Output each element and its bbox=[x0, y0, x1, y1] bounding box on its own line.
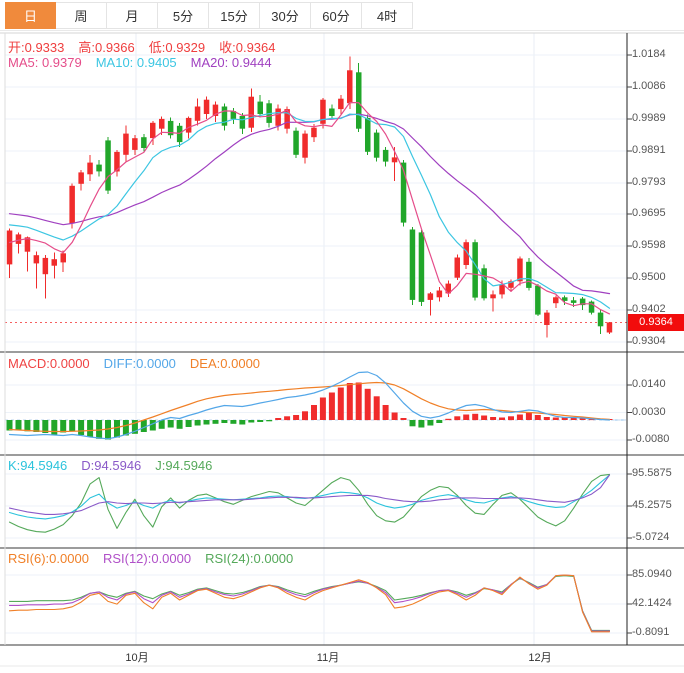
main-axis-tick-label: 0.9402 bbox=[632, 303, 666, 315]
xaxis-month-label: 11月 bbox=[316, 652, 340, 664]
tab-5分[interactable]: 5分 bbox=[158, 2, 209, 29]
tab-周[interactable]: 周 bbox=[56, 2, 107, 29]
kdj-readout-item: J:94.5946 bbox=[155, 458, 213, 473]
xaxis-month-label: 10月 bbox=[125, 652, 149, 664]
kdj-readout-item: K:94.5946 bbox=[8, 458, 68, 473]
ohlc-readout: 开:0.9333 高:0.9366 低:0.9329 收:0.9364 bbox=[8, 37, 290, 56]
tab-日[interactable]: 日 bbox=[5, 2, 56, 29]
kdj-axis-tick-label: -5.0724 bbox=[632, 531, 670, 543]
tab-4时[interactable]: 4时 bbox=[362, 2, 413, 29]
tab-30分[interactable]: 30分 bbox=[260, 2, 311, 29]
macd-axis-tick-label: 0.0140 bbox=[632, 378, 666, 390]
ma-readout-item: MA20: 0.9444 bbox=[190, 55, 272, 70]
macd-axis-tick-label: 0.0030 bbox=[632, 405, 666, 418]
main-axis-tick-label: 1.0184 bbox=[632, 48, 666, 60]
tab-15分[interactable]: 15分 bbox=[209, 2, 260, 29]
macd-readout-item: DEA:0.0000 bbox=[189, 356, 261, 371]
ohlc-readout-item: 高:0.9366 bbox=[78, 40, 135, 55]
macd-readout-item: MACD:0.0000 bbox=[8, 356, 90, 371]
kdj-axis-tick-label: 45.2575 bbox=[632, 499, 672, 511]
kdj-readout: K:94.5946 D:94.5946 J:94.5946 bbox=[8, 458, 226, 473]
xaxis-month-label: 12月 bbox=[528, 652, 552, 664]
main-axis-tick-label: 0.9500 bbox=[632, 271, 666, 283]
rsi-readout-item: RSI(12):0.0000 bbox=[102, 551, 192, 566]
ma-readout-item: MA10: 0.9405 bbox=[95, 55, 177, 70]
ohlc-readout-item: 开:0.9333 bbox=[8, 40, 65, 55]
main-axis-tick-label: 0.9304 bbox=[632, 335, 666, 347]
tab-60分[interactable]: 60分 bbox=[311, 2, 362, 29]
tab-月[interactable]: 月 bbox=[107, 2, 158, 29]
rsi-readout-item: RSI(6):0.0000 bbox=[8, 551, 89, 566]
tabbar-underline bbox=[0, 30, 684, 31]
macd-readout: MACD:0.0000 DIFF:0.0000 DEA:0.0000 bbox=[8, 356, 274, 371]
macd-histogram bbox=[6, 382, 613, 440]
ma-readout: MA5: 0.9379 MA10: 0.9405 MA20: 0.9444 bbox=[8, 55, 286, 70]
timeframe-tab-bar: 日周月 5分 15分 30分 60分 4时 bbox=[5, 2, 413, 29]
candles-layer bbox=[6, 56, 613, 338]
rsi-axis-tick-label: -0.8091 bbox=[632, 626, 670, 638]
last-price-badge: 0.9364 bbox=[628, 314, 684, 331]
rsi-readout-item: RSI(24):0.0000 bbox=[205, 551, 294, 566]
main-axis-tick-label: 0.9989 bbox=[632, 112, 666, 124]
rsi-axis-tick-label: 85.0940 bbox=[632, 568, 672, 580]
main-axis-tick-label: 0.9891 bbox=[632, 144, 666, 156]
main-axis-tick-label: 0.9695 bbox=[632, 207, 666, 219]
macd-axis-tick-label: -0.0080 bbox=[632, 433, 670, 445]
main-axis-tick-label: 0.9793 bbox=[632, 176, 666, 188]
ohlc-readout-item: 收:0.9364 bbox=[219, 40, 276, 55]
ohlc-readout-item: 低:0.9329 bbox=[148, 40, 206, 55]
rsi-axis-tick-label: 42.1424 bbox=[632, 597, 672, 609]
ma-readout-item: MA5: 0.9379 bbox=[8, 55, 82, 70]
macd-readout-item: DIFF:0.0000 bbox=[103, 356, 176, 371]
kdj-axis-tick-label: 95.5875 bbox=[632, 467, 672, 479]
kdj-readout-item: D:94.5946 bbox=[81, 458, 142, 473]
main-axis-tick-label: 1.0086 bbox=[632, 80, 666, 92]
rsi-readout: RSI(6):0.0000 RSI(12):0.0000 RSI(24):0.000… bbox=[8, 551, 307, 566]
main-axis-tick-label: 0.9598 bbox=[632, 239, 666, 251]
